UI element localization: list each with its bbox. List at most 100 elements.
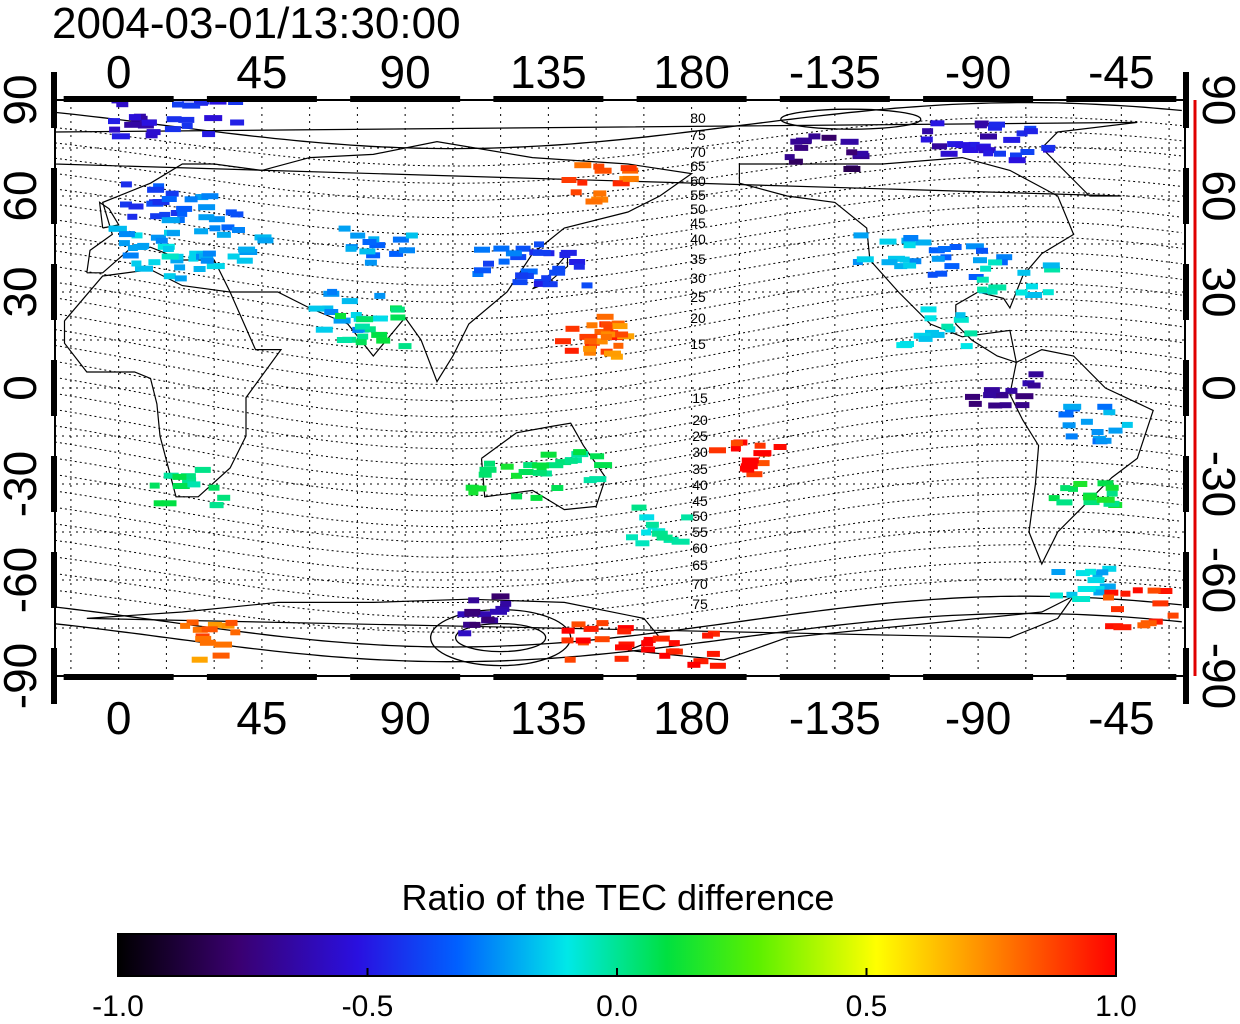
- data-cell: [174, 275, 187, 282]
- data-cell: [651, 530, 668, 537]
- data-cell: [1087, 577, 1105, 584]
- data-cell: [374, 292, 386, 299]
- data-cell: [973, 257, 987, 264]
- data-cell: [1058, 411, 1074, 418]
- data-cell: [1152, 600, 1169, 607]
- data-cell: [593, 190, 607, 197]
- data-cell: [1091, 586, 1105, 592]
- contour-label: 45: [692, 493, 708, 509]
- data-cell: [593, 163, 605, 170]
- data-cell: [345, 245, 357, 252]
- data-cell: [354, 323, 370, 330]
- data-cell: [180, 622, 191, 629]
- data-cell: [542, 281, 558, 288]
- contour-line: [55, 527, 1182, 588]
- contour-label: 55: [692, 524, 708, 540]
- contour-label: 55: [690, 187, 706, 203]
- data-cell: [856, 256, 874, 263]
- data-cell: [821, 134, 837, 141]
- data-cell: [575, 637, 591, 644]
- data-cell: [515, 272, 529, 279]
- data-cell: [135, 265, 153, 272]
- data-cell: [137, 242, 150, 249]
- data-cell: [987, 288, 998, 295]
- data-cell: [702, 632, 714, 639]
- data-cell: [1085, 568, 1096, 575]
- data-cell: [483, 260, 494, 267]
- data-cell: [1003, 136, 1021, 143]
- data-cell: [643, 636, 656, 643]
- data-cell: [324, 309, 339, 315]
- data-cell: [390, 306, 405, 313]
- data-cell: [641, 640, 654, 647]
- data-cell: [162, 246, 174, 252]
- data-cell: [964, 330, 978, 337]
- data-cell: [1017, 269, 1031, 276]
- data-cell: [181, 122, 193, 129]
- colorbar-ticks: -1.0 -0.5 0.0 0.5 1.0: [92, 968, 1137, 1023]
- data-cell: [617, 628, 632, 635]
- frame-tick: [636, 96, 747, 102]
- data-cell: [500, 463, 514, 470]
- data-cell: [641, 529, 652, 536]
- data-cell: [225, 619, 238, 626]
- data-cell: [1073, 481, 1088, 487]
- data-cell: [996, 254, 1013, 261]
- data-cell: [532, 462, 549, 469]
- frame-tick: [1183, 648, 1189, 704]
- data-cell: [620, 165, 637, 172]
- data-cell: [163, 273, 176, 280]
- data-cell: [968, 274, 984, 280]
- data-cell: [161, 253, 179, 260]
- data-cell: [541, 275, 552, 282]
- data-cell: [161, 217, 180, 224]
- data-cell: [1082, 494, 1096, 501]
- data-cell: [555, 338, 571, 345]
- data-cell: [350, 312, 362, 318]
- data-cell: [551, 485, 564, 491]
- data-cell: [583, 625, 599, 632]
- data-cell: [1008, 157, 1026, 164]
- data-cell: [1016, 130, 1028, 137]
- contour-label: 50: [690, 201, 706, 217]
- contour-label: 20: [692, 412, 708, 428]
- lon-axis-bottom: 0 45 90 135 180 -135 -90 -45: [106, 692, 1155, 744]
- data-cell: [574, 162, 592, 169]
- data-cell: [1026, 283, 1038, 290]
- data-cell: [180, 473, 196, 480]
- data-cell: [900, 341, 914, 347]
- lat-tick-label: -30: [1193, 451, 1240, 517]
- data-cell: [153, 500, 164, 507]
- lon-tick-label: -135: [789, 46, 881, 98]
- data-cell: [530, 494, 543, 501]
- data-cell: [1103, 500, 1120, 507]
- data-cell: [165, 190, 179, 197]
- data-cell: [610, 353, 623, 360]
- data-cell: [808, 133, 821, 140]
- data-cell: [458, 630, 472, 637]
- data-cell: [669, 648, 680, 655]
- data-cell: [371, 331, 388, 338]
- lat-tick-label: 0: [1193, 375, 1240, 401]
- data-cell: [153, 183, 165, 190]
- data-cell: [491, 593, 510, 600]
- contour-ellipse: [780, 108, 922, 130]
- data-cell: [257, 237, 274, 244]
- data-cell: [941, 323, 954, 330]
- frame-tick: [779, 96, 890, 102]
- data-cell: [1041, 144, 1056, 151]
- data-cell: [740, 463, 758, 470]
- data-cell: [1048, 495, 1060, 502]
- data-cell: [586, 322, 598, 329]
- data-cell: [145, 132, 158, 139]
- data-cell: [155, 237, 168, 244]
- data-cell: [238, 246, 256, 253]
- data-cell: [903, 235, 919, 241]
- data-cell: [980, 133, 997, 140]
- lat-tick-label: 30: [1193, 266, 1240, 317]
- data-cell: [962, 147, 979, 153]
- contour-label: 20: [690, 310, 706, 326]
- data-cell: [1097, 480, 1114, 487]
- data-cell: [195, 100, 210, 105]
- colorbar-tick-label: -0.5: [342, 990, 394, 1023]
